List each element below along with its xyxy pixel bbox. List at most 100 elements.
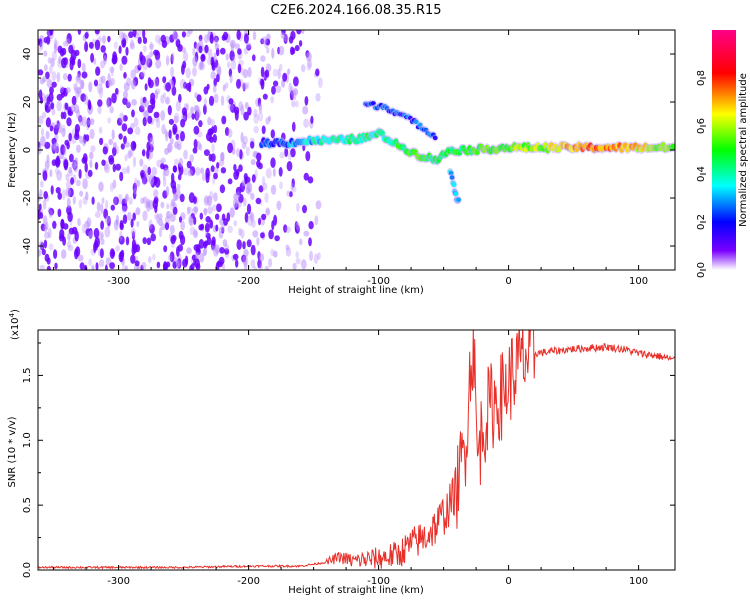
noise-speckle xyxy=(85,134,90,142)
noise-speckle xyxy=(136,179,141,188)
noise-speckle xyxy=(245,146,250,156)
noise-speckle xyxy=(183,149,188,160)
noise-speckle xyxy=(76,73,81,81)
noise-speckle xyxy=(193,216,197,225)
noise-speckle xyxy=(193,125,200,135)
noise-speckle xyxy=(300,64,306,73)
noise-speckle xyxy=(227,178,233,185)
noise-speckle xyxy=(161,40,168,48)
noise-speckle xyxy=(74,123,80,134)
noise-speckle xyxy=(290,148,296,158)
noise-speckle xyxy=(124,141,130,148)
noise-speckle xyxy=(79,190,84,197)
noise-speckle xyxy=(232,253,239,260)
noise-speckle xyxy=(226,212,231,222)
noise-speckle xyxy=(46,78,53,88)
noise-speckle xyxy=(285,226,291,234)
noise-speckle xyxy=(303,230,310,237)
noise-speckle xyxy=(158,218,163,227)
noise-speckle xyxy=(153,111,160,119)
noise-speckle xyxy=(170,179,177,190)
noise-speckle xyxy=(153,189,159,198)
noise-speckle xyxy=(174,158,180,167)
noise-speckle xyxy=(131,79,136,90)
snr-xlabel: Height of straight line (km) xyxy=(288,585,424,596)
noise-speckle xyxy=(156,118,161,129)
noise-speckle xyxy=(38,249,42,257)
colorbar-tick-label: 0.4 xyxy=(696,166,707,182)
noise-speckle xyxy=(300,30,305,35)
noise-speckle xyxy=(151,166,157,177)
noise-speckle xyxy=(207,116,212,126)
noise-speckle xyxy=(238,227,242,236)
noise-speckle xyxy=(177,244,183,252)
noise-speckle xyxy=(98,259,105,268)
noise-speckle xyxy=(38,69,44,76)
noise-speckle xyxy=(186,160,192,169)
spectrogram-ytick-label: -40 xyxy=(22,238,33,254)
noise-speckle xyxy=(39,212,44,219)
noise-speckle xyxy=(247,66,252,78)
noise-speckle xyxy=(216,73,220,83)
noise-speckle xyxy=(199,252,205,263)
noise-speckle xyxy=(215,213,220,220)
noise-speckle xyxy=(238,193,244,204)
noise-speckle xyxy=(63,145,67,156)
noise-speckle xyxy=(45,117,52,128)
noise-speckle xyxy=(48,209,53,218)
noise-speckle xyxy=(203,208,208,216)
noise-speckle xyxy=(208,153,213,162)
noise-speckle xyxy=(252,31,257,41)
noise-speckle xyxy=(39,189,43,197)
noise-speckle xyxy=(180,234,186,246)
noise-speckle xyxy=(292,262,297,270)
noise-speckle xyxy=(289,90,294,101)
noise-speckle xyxy=(296,30,302,35)
noise-speckle xyxy=(165,131,169,142)
noise-speckle xyxy=(142,177,147,186)
noise-speckle xyxy=(227,61,231,69)
noise-speckle xyxy=(309,250,313,262)
noise-speckle xyxy=(148,256,152,264)
noise-speckle xyxy=(43,191,48,200)
noise-speckle xyxy=(191,113,195,120)
noise-speckle xyxy=(130,254,136,264)
noise-speckle xyxy=(171,52,175,63)
noise-speckle xyxy=(66,197,71,209)
noise-speckle xyxy=(118,45,122,54)
noise-speckle xyxy=(169,137,174,145)
noise-speckle xyxy=(203,240,209,247)
noise-speckle xyxy=(59,48,65,57)
noise-speckle xyxy=(91,264,95,270)
noise-speckle xyxy=(268,229,274,240)
noise-speckle xyxy=(182,60,187,69)
noise-speckle xyxy=(265,207,270,215)
noise-speckle xyxy=(211,236,216,246)
noise-speckle xyxy=(38,89,43,100)
noise-speckle xyxy=(178,157,184,168)
snr-series-line xyxy=(38,330,675,570)
noise-speckle xyxy=(81,71,88,79)
noise-speckle xyxy=(227,225,233,234)
noise-speckle xyxy=(46,30,51,36)
noise-speckle xyxy=(108,155,114,163)
noise-speckle xyxy=(276,200,282,211)
noise-speckle xyxy=(61,189,66,200)
noise-speckle xyxy=(169,202,175,211)
noise-speckle xyxy=(211,143,215,153)
noise-speckle xyxy=(100,60,106,69)
noise-speckle xyxy=(71,95,77,106)
noise-speckle xyxy=(252,230,259,238)
noise-speckle xyxy=(148,43,155,50)
noise-speckle xyxy=(318,77,323,88)
noise-speckle xyxy=(243,260,248,270)
noise-speckle xyxy=(179,78,186,89)
noise-speckle xyxy=(69,153,74,163)
noise-speckle xyxy=(142,237,147,245)
noise-speckle xyxy=(46,96,51,106)
noise-speckle xyxy=(305,151,311,162)
noise-speckle xyxy=(210,153,216,163)
noise-speckle xyxy=(130,228,136,237)
noise-speckle xyxy=(206,83,210,90)
noise-speckle xyxy=(139,158,144,167)
